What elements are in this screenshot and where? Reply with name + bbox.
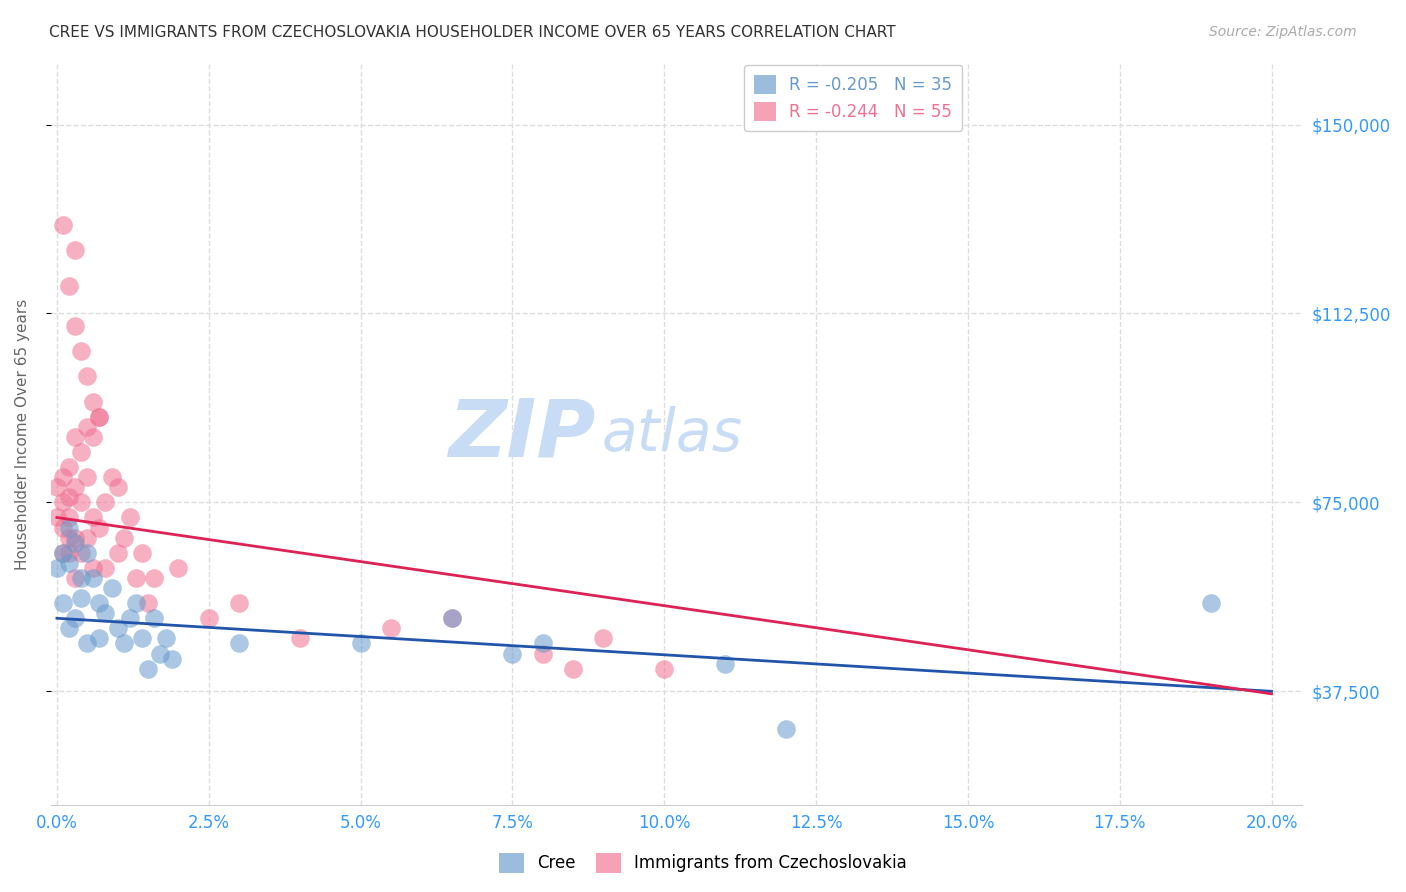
Point bbox=[775, 722, 797, 736]
Point bbox=[52, 470, 75, 484]
Point bbox=[58, 556, 80, 570]
Point bbox=[70, 445, 93, 459]
Point bbox=[58, 520, 80, 534]
Text: CREE VS IMMIGRANTS FROM CZECHOSLOVAKIA HOUSEHOLDER INCOME OVER 65 YEARS CORRELAT: CREE VS IMMIGRANTS FROM CZECHOSLOVAKIA H… bbox=[49, 25, 896, 40]
Point bbox=[531, 636, 554, 650]
Point bbox=[82, 430, 104, 444]
Point bbox=[89, 409, 111, 424]
Point bbox=[70, 546, 93, 560]
Point bbox=[58, 278, 80, 293]
Point bbox=[76, 369, 98, 384]
Point bbox=[63, 244, 86, 258]
Point bbox=[162, 651, 184, 665]
Point bbox=[58, 531, 80, 545]
Point bbox=[288, 632, 311, 646]
Point bbox=[89, 409, 111, 424]
Point bbox=[112, 531, 135, 545]
Point bbox=[143, 611, 166, 625]
Point bbox=[501, 647, 523, 661]
Point bbox=[100, 470, 122, 484]
Text: ZIP: ZIP bbox=[447, 395, 595, 474]
Point bbox=[652, 662, 675, 676]
Point bbox=[107, 546, 129, 560]
Point bbox=[45, 480, 67, 494]
Point bbox=[149, 647, 172, 661]
Point bbox=[380, 621, 402, 635]
Point bbox=[63, 319, 86, 334]
Point bbox=[63, 611, 86, 625]
Point bbox=[58, 621, 80, 635]
Text: Source: ZipAtlas.com: Source: ZipAtlas.com bbox=[1209, 25, 1357, 39]
Point bbox=[63, 571, 86, 585]
Point bbox=[197, 611, 219, 625]
Point bbox=[112, 636, 135, 650]
Y-axis label: Householder Income Over 65 years: Householder Income Over 65 years bbox=[15, 299, 30, 570]
Point bbox=[52, 520, 75, 534]
Point bbox=[76, 636, 98, 650]
Point bbox=[349, 636, 371, 650]
Point bbox=[94, 561, 117, 575]
Point bbox=[562, 662, 585, 676]
Point bbox=[76, 531, 98, 545]
Point bbox=[125, 596, 148, 610]
Point bbox=[131, 546, 153, 560]
Point bbox=[89, 520, 111, 534]
Point bbox=[63, 480, 86, 494]
Point bbox=[228, 636, 250, 650]
Point bbox=[63, 531, 86, 545]
Point bbox=[58, 491, 80, 505]
Point bbox=[52, 596, 75, 610]
Point bbox=[118, 510, 141, 524]
Point bbox=[131, 632, 153, 646]
Point bbox=[531, 647, 554, 661]
Point bbox=[58, 460, 80, 475]
Point bbox=[58, 510, 80, 524]
Point bbox=[714, 657, 737, 671]
Point bbox=[143, 571, 166, 585]
Point bbox=[440, 611, 463, 625]
Point bbox=[76, 470, 98, 484]
Point bbox=[82, 561, 104, 575]
Point bbox=[592, 632, 614, 646]
Point bbox=[70, 344, 93, 359]
Point bbox=[107, 621, 129, 635]
Point bbox=[440, 611, 463, 625]
Point bbox=[155, 632, 177, 646]
Point bbox=[94, 606, 117, 620]
Point bbox=[94, 495, 117, 509]
Point bbox=[136, 662, 159, 676]
Point bbox=[52, 546, 75, 560]
Point bbox=[63, 535, 86, 549]
Point bbox=[76, 546, 98, 560]
Point bbox=[107, 480, 129, 494]
Point bbox=[89, 632, 111, 646]
Point bbox=[136, 596, 159, 610]
Point bbox=[76, 419, 98, 434]
Legend: R = -0.205   N = 35, R = -0.244   N = 55: R = -0.205 N = 35, R = -0.244 N = 55 bbox=[744, 65, 962, 131]
Point bbox=[52, 219, 75, 233]
Legend: Cree, Immigrants from Czechoslovakia: Cree, Immigrants from Czechoslovakia bbox=[492, 847, 914, 880]
Point bbox=[45, 510, 67, 524]
Point bbox=[125, 571, 148, 585]
Point bbox=[118, 611, 141, 625]
Point bbox=[52, 546, 75, 560]
Text: atlas: atlas bbox=[602, 406, 742, 463]
Point bbox=[70, 495, 93, 509]
Point bbox=[70, 571, 93, 585]
Point bbox=[167, 561, 190, 575]
Point bbox=[63, 430, 86, 444]
Point bbox=[82, 571, 104, 585]
Point bbox=[52, 495, 75, 509]
Point bbox=[89, 596, 111, 610]
Point bbox=[82, 510, 104, 524]
Point bbox=[58, 546, 80, 560]
Point bbox=[70, 591, 93, 606]
Point bbox=[45, 561, 67, 575]
Point bbox=[100, 581, 122, 595]
Point bbox=[82, 394, 104, 409]
Point bbox=[228, 596, 250, 610]
Point bbox=[1199, 596, 1222, 610]
